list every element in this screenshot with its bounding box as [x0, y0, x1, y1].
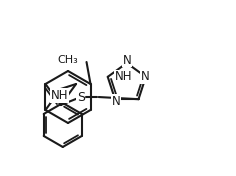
- Text: NH: NH: [115, 70, 132, 83]
- Text: S: S: [77, 90, 85, 103]
- Text: N: N: [122, 54, 131, 67]
- Text: NH: NH: [51, 89, 68, 102]
- Text: CH₃: CH₃: [58, 55, 79, 65]
- Text: N: N: [112, 95, 120, 108]
- Text: N: N: [140, 70, 149, 83]
